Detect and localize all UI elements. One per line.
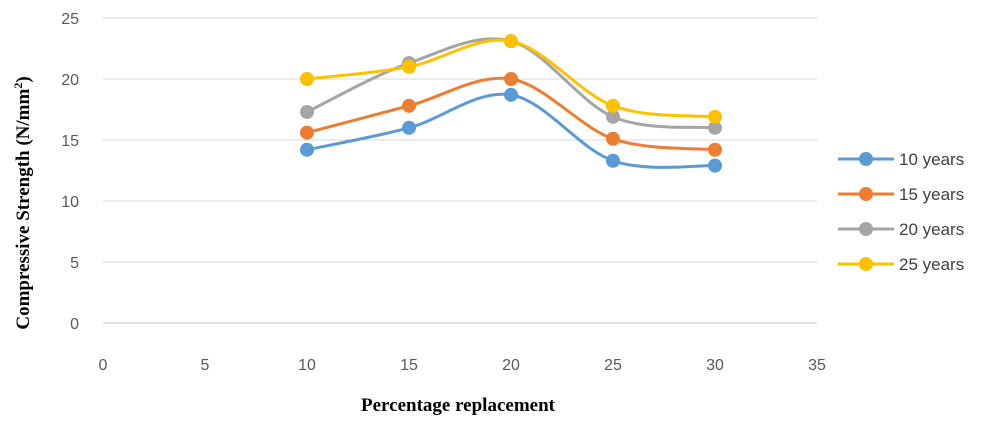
data-point [402, 120, 416, 135]
y-tick-label: 5 [70, 255, 79, 272]
data-point [504, 34, 518, 49]
y-axis-title-superscript: 2 [11, 83, 25, 89]
x-tick-label: 25 [604, 357, 622, 374]
data-point [300, 72, 314, 86]
data-point [708, 109, 722, 124]
legend-item: 20 years [838, 220, 964, 239]
legend-swatch-marker [859, 187, 873, 201]
data-point [606, 131, 620, 146]
data-point [606, 153, 620, 168]
data-point [504, 72, 518, 86]
x-tick-label: 20 [502, 357, 520, 374]
data-point [300, 142, 314, 157]
data-point [708, 158, 722, 173]
y-tick-label: 0 [70, 316, 79, 333]
x-tick-label: 0 [99, 357, 108, 374]
data-point [402, 98, 416, 113]
data-point [300, 125, 314, 140]
legend-label: 10 years [899, 150, 964, 169]
y-tick-label: 15 [61, 133, 79, 150]
x-tick-label: 35 [808, 357, 826, 374]
legend-label: 15 years [899, 185, 964, 204]
data-point [504, 87, 518, 102]
y-tick-labels: 0 5 10 15 20 25 [61, 11, 79, 333]
legend-item: 15 years [838, 185, 964, 204]
data-point [606, 109, 620, 124]
legend-item: 25 years [838, 255, 964, 274]
data-point [606, 98, 620, 113]
x-tick-label: 30 [706, 357, 724, 374]
legend: 10 years 15 years 20 years 25 years [838, 150, 964, 274]
legend-swatch-marker [859, 222, 873, 236]
y-tick-label: 25 [61, 11, 79, 28]
series-line [305, 92, 717, 169]
data-point [708, 120, 722, 135]
legend-swatch-marker [859, 152, 873, 166]
series-3 [300, 34, 722, 124]
data-point [402, 59, 416, 74]
series-0 [300, 87, 722, 173]
legend-swatch-marker [859, 257, 873, 271]
legend-item: 10 years [838, 150, 964, 169]
data-point [300, 104, 314, 119]
y-axis-title: Compressive Strength (N/mm2) [11, 76, 34, 329]
x-tick-labels: 0 5 10 15 20 25 30 35 [99, 357, 826, 374]
x-tick-label: 10 [298, 357, 316, 374]
y-axis-title-close: ) [13, 76, 34, 82]
data-point [708, 142, 722, 157]
series-1 [300, 72, 722, 157]
gridlines [103, 17, 817, 263]
series-lines [300, 34, 722, 173]
legend-label: 20 years [899, 220, 964, 239]
y-axis-title-main: Compressive Strength (N/mm [13, 88, 34, 329]
x-tick-label: 5 [201, 357, 210, 374]
x-axis-title: Percentage replacement [361, 395, 556, 416]
legend-label: 25 years [899, 255, 964, 274]
x-tick-label: 15 [400, 357, 418, 374]
y-tick-label: 10 [61, 194, 79, 211]
y-tick-label: 20 [61, 72, 79, 89]
